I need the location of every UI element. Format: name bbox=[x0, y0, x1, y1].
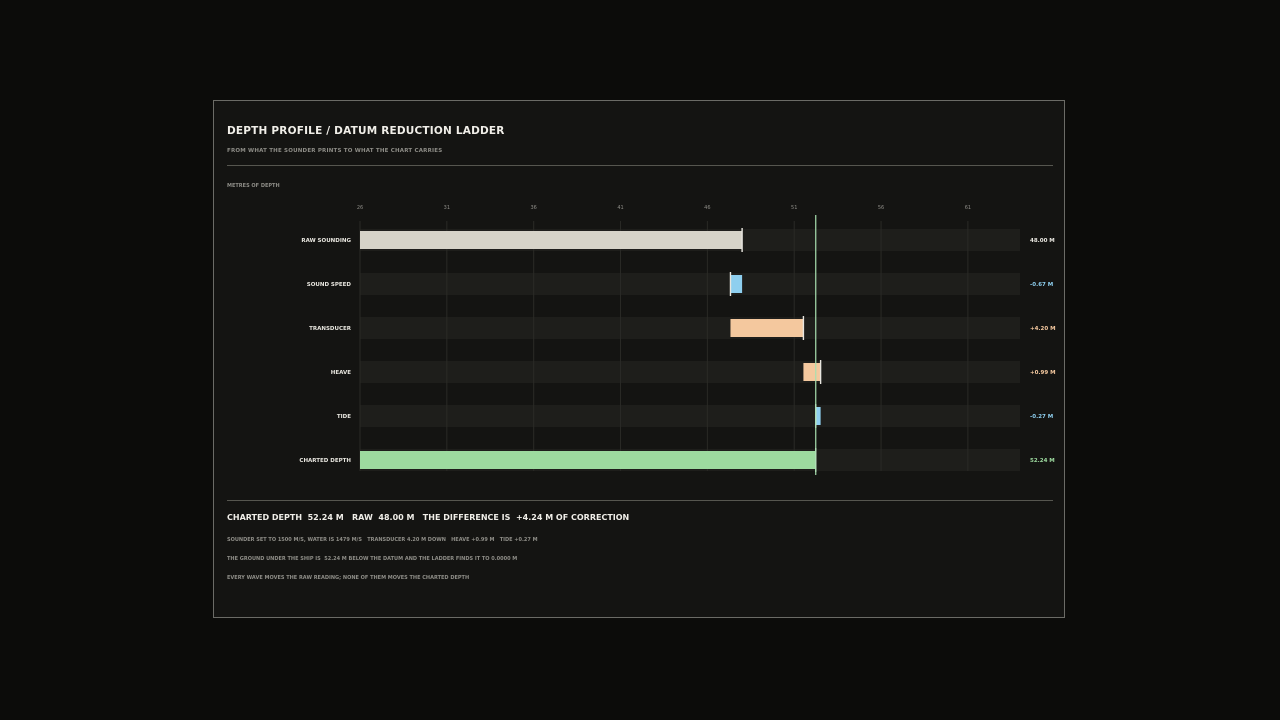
summary-line: CHARTED DEPTH 52.24 M RAW 48.00 M THE DI… bbox=[227, 513, 630, 522]
bar bbox=[730, 275, 743, 293]
note-line-2: THE GROUND UNDER THE SHIP IS 52.24 M BEL… bbox=[227, 556, 518, 562]
value-label: +4.20 M bbox=[1030, 326, 1056, 332]
value-label: -0.67 M bbox=[1030, 282, 1053, 288]
bottom-divider bbox=[227, 500, 1053, 501]
row-label: SOUND SPEED bbox=[307, 282, 352, 288]
bar bbox=[360, 451, 816, 469]
note-line-1: SOUNDER SET TO 1500 M/S, WATER IS 1479 M… bbox=[227, 537, 538, 543]
value-label: -0.27 M bbox=[1030, 414, 1053, 420]
top-divider bbox=[227, 165, 1053, 166]
row-label: HEAVE bbox=[331, 370, 352, 376]
bar bbox=[815, 407, 821, 425]
chart-subtitle: FROM WHAT THE SOUNDER PRINTS TO WHAT THE… bbox=[227, 148, 443, 154]
row-track bbox=[360, 405, 1020, 427]
tick-label: 36 bbox=[530, 205, 536, 211]
row-label: RAW SOUNDING bbox=[301, 238, 351, 244]
row-label: CHARTED DEPTH bbox=[299, 458, 351, 464]
value-label: +0.99 M bbox=[1030, 370, 1056, 376]
tick-label: 46 bbox=[704, 205, 710, 211]
row-track bbox=[360, 273, 1020, 295]
row-track bbox=[360, 361, 1020, 383]
tick-label: 56 bbox=[878, 205, 884, 211]
tick-label: 31 bbox=[444, 205, 450, 211]
row-track bbox=[360, 317, 1020, 339]
bar bbox=[803, 363, 821, 381]
value-label: 48.00 M bbox=[1030, 238, 1055, 244]
bar bbox=[730, 319, 804, 337]
row-label: TIDE bbox=[337, 414, 351, 420]
tick-label: 51 bbox=[791, 205, 797, 211]
tick-label: 26 bbox=[357, 205, 363, 211]
bar bbox=[360, 231, 743, 249]
waterfall-chart: 26 31 36 41 46 51 56 61 RAW SOUNDING 48.00 M SOUND… bbox=[299, 205, 1056, 475]
axis-unit-label: METRES OF DEPTH bbox=[227, 183, 280, 189]
chart-panel: DEPTH PROFILE / DATUM REDUCTION LADDER F… bbox=[213, 100, 1065, 618]
row-label: TRANSDUCER bbox=[309, 326, 352, 332]
tick-label: 41 bbox=[617, 205, 623, 211]
chart-title: DEPTH PROFILE / DATUM REDUCTION LADDER bbox=[227, 125, 505, 137]
value-label: 52.24 M bbox=[1030, 458, 1055, 464]
tick-label: 61 bbox=[965, 205, 971, 211]
note-line-3: EVERY WAVE MOVES THE RAW READING; NONE O… bbox=[227, 575, 470, 581]
